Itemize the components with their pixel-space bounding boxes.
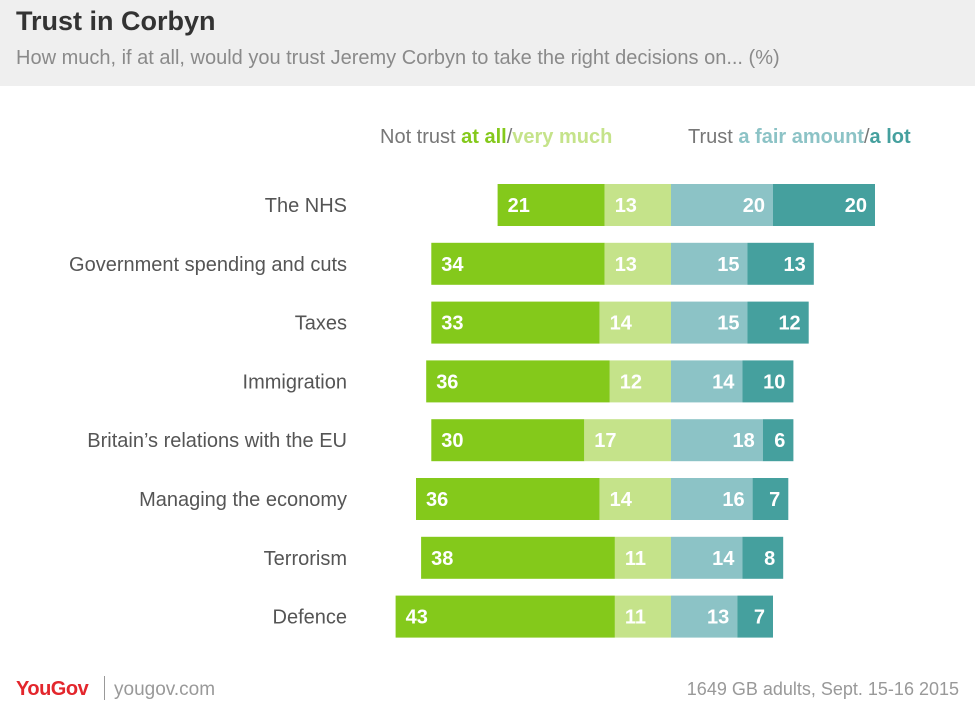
data-label-a-lot: 10: [763, 371, 785, 393]
data-label-at-all: 21: [508, 195, 530, 217]
bar-very-much: [584, 419, 671, 462]
chart-title: Trust in Corbyn: [16, 6, 216, 36]
category-label: Government spending and cuts: [69, 254, 347, 276]
data-label-very-much: 14: [610, 313, 633, 335]
data-label-at-all: 30: [441, 430, 463, 452]
data-label-very-much: 13: [615, 254, 637, 276]
bar-fair-amount: [671, 184, 773, 226]
bar-a-lot: [747, 301, 809, 344]
data-label-at-all: 38: [431, 548, 453, 570]
data-label-very-much: 11: [625, 607, 646, 629]
legend-at-all: at all: [461, 126, 507, 148]
bar-fair-amount: [671, 360, 743, 403]
bar-a-lot: [747, 242, 814, 285]
data-label-fair-amount: 14: [712, 548, 735, 570]
data-label-a-lot: 20: [845, 195, 867, 217]
data-label-at-all: 36: [436, 371, 458, 393]
bar-very-much: [614, 595, 671, 638]
bar-row: The NHS 21 13 20 20: [265, 184, 875, 226]
legend-very-much: very much: [512, 126, 613, 148]
data-label-very-much: 12: [620, 371, 642, 393]
data-label-at-all: 43: [406, 607, 428, 629]
bar-very-much: [604, 184, 671, 226]
data-label-a-lot: 6: [774, 430, 785, 452]
bar-fair-amount: [671, 595, 738, 638]
data-label-fair-amount: 14: [712, 371, 735, 393]
header-band: Trust in Corbyn How much, if at all, wou…: [0, 0, 975, 86]
category-label: Managing the economy: [139, 489, 347, 511]
bar-at-all: [395, 595, 615, 638]
category-label: Britain’s relations with the EU: [87, 430, 347, 452]
bar-at-all: [431, 301, 600, 344]
bar-fair-amount: [671, 478, 753, 520]
data-label-at-all: 33: [441, 313, 463, 335]
bar-very-much: [599, 478, 671, 520]
bar-very-much: [609, 360, 671, 403]
bar-row: Managing the economy 36 14 16 7: [139, 478, 789, 520]
bar-fair-amount: [671, 301, 748, 344]
bar-row: Defence 43 11 13 7: [273, 595, 773, 638]
bar-row: Britain’s relations with the EU 30 17 18 6: [87, 419, 794, 462]
bar-at-all: [497, 184, 605, 226]
legend-not-trust: Not trust at all/very much: [380, 126, 612, 149]
data-label-fair-amount: 15: [717, 313, 739, 335]
bar-very-much: [614, 536, 671, 579]
bar-at-all: [426, 360, 610, 403]
category-label: Immigration: [243, 371, 347, 393]
category-label: Terrorism: [264, 548, 347, 570]
legend-slash: /: [506, 126, 513, 148]
bar-very-much: [604, 242, 671, 285]
footer-note: 1649 GB adults, Sept. 15-16 2015: [686, 679, 959, 699]
bar-very-much: [599, 301, 671, 344]
bar-at-all: [431, 242, 605, 285]
category-label: Defence: [273, 607, 348, 629]
data-label-fair-amount: 13: [707, 607, 729, 629]
data-label-fair-amount: 15: [717, 254, 739, 276]
legend-trust: Trust a fair amount/a lot: [688, 126, 911, 149]
data-label-a-lot: 7: [754, 607, 765, 629]
bar-at-all: [431, 419, 585, 462]
bar-a-lot: [742, 536, 784, 579]
bar-row: Taxes 33 14 15 12: [295, 301, 809, 344]
bar-at-all: [416, 478, 600, 520]
legend-fair-amount: a fair amount: [738, 126, 864, 148]
data-label-a-lot: 7: [769, 489, 780, 511]
data-label-a-lot: 13: [784, 254, 806, 276]
footer-divider: [104, 676, 105, 700]
bar-row: Government spending and cuts 34 13 15 13: [69, 242, 814, 285]
bar-a-lot: [742, 360, 794, 403]
yougov-logo: YouGov: [16, 678, 89, 700]
data-label-fair-amount: 18: [733, 430, 755, 452]
data-label-at-all: 36: [426, 489, 448, 511]
data-label-very-much: 11: [625, 548, 646, 570]
bar-a-lot: [762, 419, 794, 462]
category-label: The NHS: [265, 195, 347, 217]
data-label-a-lot: 12: [778, 313, 800, 335]
bar-a-lot: [737, 595, 773, 638]
data-label-at-all: 34: [441, 254, 464, 276]
footer-site: yougov.com: [114, 679, 216, 700]
legend-trust-prefix: Trust: [688, 126, 739, 148]
data-label-fair-amount: 16: [722, 489, 744, 511]
bar-at-all: [421, 536, 615, 579]
bar-row: Immigration 36 12 14 10: [243, 360, 794, 403]
bar-a-lot: [752, 478, 789, 520]
bar-fair-amount: [671, 242, 748, 285]
bar-row: Terrorism 38 11 14 8: [264, 536, 784, 579]
legend-not-trust-prefix: Not trust: [380, 126, 462, 148]
data-label-very-much: 13: [615, 195, 637, 217]
legend-slash: /: [863, 126, 870, 148]
data-label-fair-amount: 20: [743, 195, 765, 217]
chart-subtitle: How much, if at all, would you trust Jer…: [16, 47, 780, 69]
category-label: Taxes: [295, 313, 347, 335]
bar-a-lot: [773, 184, 875, 226]
data-label-very-much: 17: [594, 430, 616, 452]
data-label-a-lot: 8: [764, 548, 775, 570]
data-label-very-much: 14: [610, 489, 633, 511]
legend-a-lot: a lot: [869, 126, 911, 148]
bar-fair-amount: [671, 536, 743, 579]
bar-fair-amount: [671, 419, 763, 462]
